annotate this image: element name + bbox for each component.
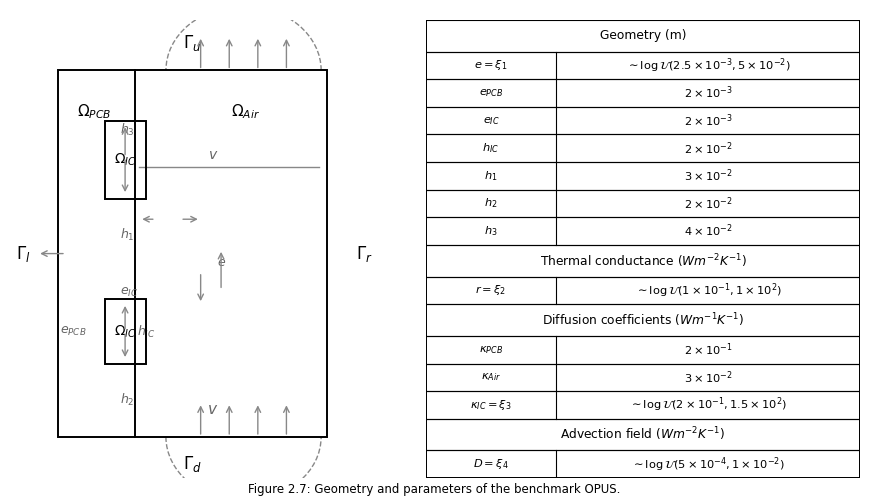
Text: $\Gamma_l$: $\Gamma_l$: [16, 244, 30, 263]
Text: $h_3$: $h_3$: [484, 224, 498, 238]
Text: $h_1$: $h_1$: [484, 169, 498, 183]
Text: $v$: $v$: [208, 148, 218, 162]
Text: $\Gamma_u$: $\Gamma_u$: [183, 33, 202, 53]
Bar: [104, 299, 145, 364]
Text: Thermal conductance $(Wm^{-2}K^{-1})$: Thermal conductance $(Wm^{-2}K^{-1})$: [540, 252, 746, 269]
Text: $\sim \log\mathcal{U}(2.5 \times 10^{-3}, 5 \times 10^{-2})$: $\sim \log\mathcal{U}(2.5 \times 10^{-3}…: [626, 56, 791, 75]
Text: $3 \times 10^{-2}$: $3 \times 10^{-2}$: [684, 167, 733, 184]
Text: $2 \times 10^{-1}$: $2 \times 10^{-1}$: [684, 342, 733, 358]
Text: $h_{IC}$: $h_{IC}$: [137, 323, 156, 340]
Text: $2 \times 10^{-2}$: $2 \times 10^{-2}$: [684, 140, 733, 156]
Text: $e_{IC}$: $e_{IC}$: [482, 115, 500, 126]
Text: $h_3$: $h_3$: [120, 122, 135, 138]
Text: $\Omega_{PCB}$: $\Omega_{PCB}$: [77, 102, 111, 121]
Text: $\sim \log\mathcal{U}(5 \times 10^{-4}, 1 \times 10^{-2})$: $\sim \log\mathcal{U}(5 \times 10^{-4}, …: [632, 455, 785, 474]
Text: $\kappa_{IC} = \xi_3$: $\kappa_{IC} = \xi_3$: [470, 398, 512, 412]
Text: $\sim \log\mathcal{U}(1 \times 10^{-1}, 1 \times 10^{2})$: $\sim \log\mathcal{U}(1 \times 10^{-1}, …: [634, 281, 782, 300]
Text: $\Omega_{IC}$: $\Omega_{IC}$: [114, 323, 136, 340]
Text: $\mathbf{\mathit{v}}$: $\mathbf{\mathit{v}}$: [208, 402, 218, 417]
Text: $2 \times 10^{-3}$: $2 \times 10^{-3}$: [684, 113, 733, 129]
Bar: [57, 70, 328, 437]
Text: $h_2$: $h_2$: [120, 392, 135, 408]
Text: $\kappa_{PCB}$: $\kappa_{PCB}$: [479, 344, 503, 356]
Text: $\sim \log\mathcal{U}(2 \times 10^{-1}, 1.5 \times 10^{2})$: $\sim \log\mathcal{U}(2 \times 10^{-1}, …: [629, 395, 787, 414]
Text: Diffusion coefficients $(Wm^{-1}K^{-1})$: Diffusion coefficients $(Wm^{-1}K^{-1})$: [542, 311, 744, 329]
Text: $r = \xi_2$: $r = \xi_2$: [475, 283, 507, 297]
Text: $e_{IC}$: $e_{IC}$: [120, 286, 138, 299]
Text: $e = \xi_1$: $e = \xi_1$: [474, 58, 507, 73]
Text: $\Gamma_d$: $\Gamma_d$: [183, 454, 202, 474]
Text: Advection field $(Wm^{-2}K^{-1})$: Advection field $(Wm^{-2}K^{-1})$: [561, 426, 726, 443]
Text: Figure 2.7: Geometry and parameters of the benchmark OPUS.: Figure 2.7: Geometry and parameters of t…: [249, 483, 620, 496]
Text: $h_{IC}$: $h_{IC}$: [482, 141, 500, 155]
Text: $h_1$: $h_1$: [120, 227, 135, 244]
Text: $\Omega_{IC}$: $\Omega_{IC}$: [114, 151, 136, 168]
Text: $\kappa_{Air}$: $\kappa_{Air}$: [481, 372, 501, 383]
Text: $e_{PCB}$: $e_{PCB}$: [60, 325, 86, 338]
Text: $2 \times 10^{-3}$: $2 \times 10^{-3}$: [684, 85, 733, 102]
Text: $e$: $e$: [216, 256, 226, 269]
Text: $\Gamma_r$: $\Gamma_r$: [355, 244, 373, 263]
Text: $3 \times 10^{-2}$: $3 \times 10^{-2}$: [684, 369, 733, 385]
Text: $h_2$: $h_2$: [484, 197, 498, 210]
Text: $D = \xi_4$: $D = \xi_4$: [473, 457, 509, 471]
Text: $e_{PCB}$: $e_{PCB}$: [479, 87, 503, 99]
Bar: [104, 121, 145, 199]
Text: Geometry (m): Geometry (m): [600, 29, 687, 42]
Text: $\Omega_{Air}$: $\Omega_{Air}$: [231, 102, 260, 121]
Text: $4 \times 10^{-2}$: $4 \times 10^{-2}$: [684, 223, 733, 240]
Text: $2 \times 10^{-2}$: $2 \times 10^{-2}$: [684, 195, 733, 212]
